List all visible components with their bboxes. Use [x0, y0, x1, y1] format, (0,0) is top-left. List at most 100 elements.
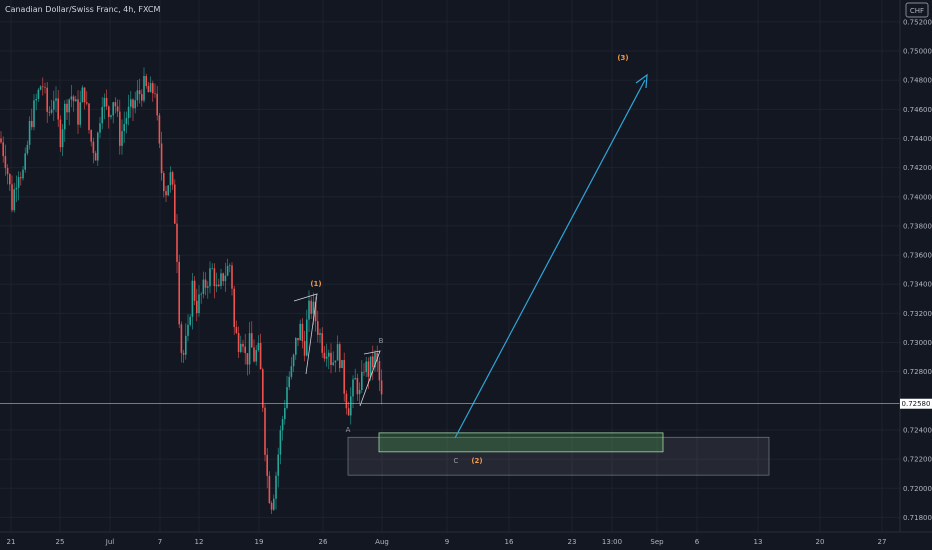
candle — [132, 98, 134, 122]
candle — [220, 268, 222, 290]
candle — [378, 357, 381, 392]
x-tick-label: 21 — [7, 538, 16, 546]
candle — [46, 82, 48, 123]
candle — [163, 171, 165, 198]
candle — [196, 288, 198, 322]
y-axis-ticks: 0.75200 0.75000 0.74800 0.74600 0.74400 0.742… — [903, 18, 932, 522]
candle-body — [218, 284, 220, 286]
candle-body — [108, 106, 110, 117]
candle — [354, 368, 356, 380]
candle-body — [295, 337, 297, 355]
candle-body — [365, 361, 367, 372]
candle — [358, 382, 361, 405]
candle-body — [284, 407, 286, 420]
candle — [6, 164, 9, 185]
candle — [352, 375, 354, 409]
candle — [37, 87, 40, 102]
y-tick-label: 0.74600 — [903, 106, 932, 114]
candle-body — [350, 396, 352, 416]
currency-badge[interactable] — [905, 2, 929, 18]
candle-body — [361, 371, 363, 390]
candle-body — [6, 167, 9, 175]
candle — [79, 90, 81, 128]
x-tick-label: Jul — [105, 538, 115, 546]
candle-body — [237, 332, 240, 352]
y-tick-label: 0.72200 — [903, 456, 932, 464]
candle-body — [64, 103, 66, 130]
candle-body — [299, 323, 301, 341]
candle-body — [123, 124, 125, 132]
candle-body — [193, 280, 196, 301]
candle — [240, 335, 242, 354]
candle-body — [319, 333, 321, 335]
target-zone-grey — [347, 436, 770, 476]
candle — [257, 335, 260, 352]
x-tick-label: 20 — [816, 538, 825, 546]
candle-body — [99, 123, 101, 133]
candle-body — [372, 356, 374, 368]
candle-body — [97, 132, 99, 161]
candle-body — [176, 223, 178, 262]
candle — [94, 150, 97, 161]
candle — [229, 263, 231, 273]
candle-body — [262, 369, 264, 408]
candle-body — [55, 98, 57, 101]
time-axis[interactable] — [0, 532, 932, 550]
price-axis[interactable] — [900, 0, 932, 532]
candle — [242, 339, 244, 353]
candle-body — [255, 350, 257, 362]
candle — [90, 129, 92, 147]
candle-body — [101, 106, 103, 124]
candle — [356, 373, 359, 401]
chart-title: Canadian Dollar/Swiss Franc, 4h, FXCM — [5, 5, 160, 14]
x-tick-label: 9 — [445, 538, 449, 546]
drawings — [293, 73, 648, 439]
candle-body — [127, 106, 130, 119]
x-tick-label: 26 — [319, 538, 328, 546]
candle-body — [244, 346, 246, 354]
candle-body — [160, 143, 163, 174]
candle-body — [15, 187, 18, 190]
wave-b-label: B — [379, 337, 384, 345]
candle-body — [277, 454, 279, 476]
currency-label: CHF — [910, 7, 924, 15]
candle — [138, 78, 141, 104]
candle-body — [180, 324, 183, 353]
candle-body — [174, 184, 176, 224]
candle-body — [251, 333, 253, 348]
candle — [213, 263, 216, 299]
candle-body — [204, 279, 207, 288]
y-tick-label: 0.74800 — [903, 77, 932, 85]
candle-body — [270, 502, 273, 510]
candle-body — [13, 189, 15, 211]
y-tick-label: 0.73800 — [903, 222, 932, 230]
candle — [295, 337, 297, 360]
candle — [248, 322, 251, 375]
y-tick-label: 0.72400 — [903, 426, 932, 434]
candle — [231, 262, 233, 296]
candle — [110, 114, 112, 120]
candle-body — [354, 378, 356, 380]
candle — [343, 352, 345, 402]
candle-body — [105, 97, 108, 107]
zones — [347, 432, 770, 476]
candle-body — [273, 498, 275, 510]
x-tick-label: 13 — [754, 538, 763, 546]
x-tick-label: Aug — [375, 538, 389, 546]
candle — [64, 100, 66, 142]
candle-body — [81, 87, 84, 103]
candle-body — [363, 371, 365, 373]
y-tick-label: 0.74200 — [903, 164, 932, 172]
candle-body — [158, 115, 161, 144]
candle-body — [259, 342, 262, 370]
wave-1-label: (1) — [310, 280, 321, 288]
candle-body — [169, 172, 172, 186]
candle — [127, 94, 130, 126]
candle — [33, 94, 35, 131]
candle — [15, 175, 18, 203]
candle — [180, 321, 183, 363]
candle-body — [281, 419, 284, 431]
candle — [130, 91, 132, 118]
candle-body — [17, 177, 20, 188]
